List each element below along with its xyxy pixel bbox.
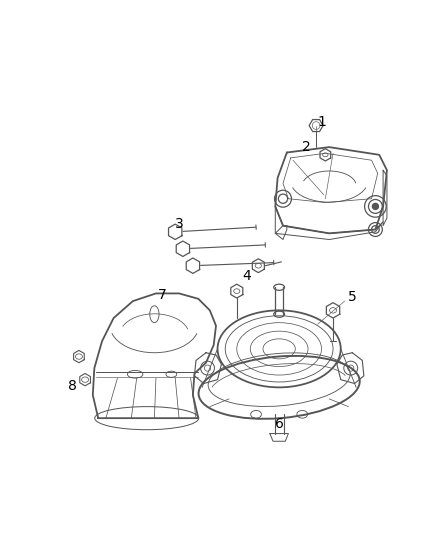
Text: 1: 1 bbox=[317, 115, 326, 128]
Text: 3: 3 bbox=[175, 217, 184, 231]
Text: 5: 5 bbox=[348, 290, 357, 304]
Text: 8: 8 bbox=[68, 379, 77, 393]
Text: 2: 2 bbox=[302, 140, 311, 154]
Text: 7: 7 bbox=[158, 288, 166, 302]
Text: 4: 4 bbox=[242, 269, 251, 282]
Ellipse shape bbox=[372, 203, 378, 209]
Text: 6: 6 bbox=[275, 417, 283, 431]
